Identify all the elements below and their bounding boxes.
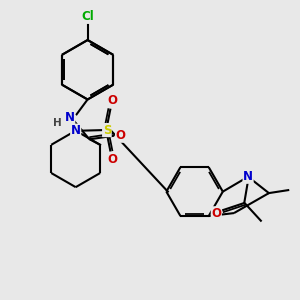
Text: Cl: Cl	[81, 10, 94, 23]
Text: N: N	[65, 111, 75, 124]
Text: O: O	[211, 207, 221, 220]
Text: O: O	[107, 94, 117, 107]
Text: S: S	[103, 124, 111, 136]
Text: O: O	[116, 129, 126, 142]
Text: N: N	[243, 170, 253, 183]
Text: N: N	[71, 124, 81, 137]
Text: O: O	[107, 153, 117, 166]
Text: H: H	[53, 118, 62, 128]
